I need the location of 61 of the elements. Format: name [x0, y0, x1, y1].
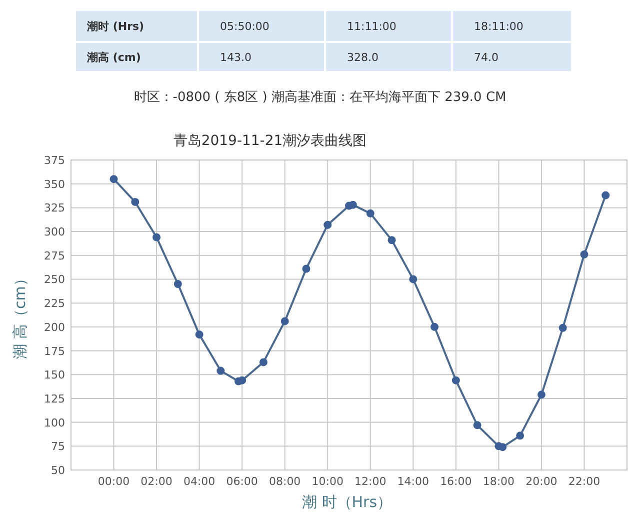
- point: [516, 432, 524, 440]
- y-tick-label: 125: [44, 392, 65, 406]
- point: [430, 322, 439, 331]
- point: [366, 209, 374, 218]
- x-tick-label: 14:00: [397, 475, 430, 488]
- x-tick-label: 10:00: [312, 475, 344, 488]
- point: [452, 376, 460, 384]
- point: [302, 264, 310, 273]
- point: [537, 390, 546, 399]
- text: 143.0: [220, 51, 252, 64]
- y-tick-label: 200: [44, 320, 65, 334]
- x-tick-label: 16:00: [440, 475, 472, 488]
- text: 18:11:00: [474, 20, 524, 33]
- point: [558, 324, 567, 332]
- x-tick-label: 20:00: [526, 475, 558, 488]
- point: [195, 330, 204, 339]
- y-tick-label: 175: [44, 344, 65, 358]
- x-tick-label: 06:00: [226, 475, 258, 488]
- text: 潮时 (Hrs): [86, 20, 144, 33]
- y-tick-label: 50: [51, 464, 65, 477]
- y-tick-label: 325: [44, 202, 65, 215]
- x-tick-label: 08:00: [268, 475, 301, 488]
- x-tick-label: 02:00: [140, 475, 172, 488]
- x-tick-label: 04:00: [183, 475, 216, 488]
- y-tick-label: 275: [44, 249, 65, 262]
- y-tick-label: 350: [44, 178, 65, 191]
- x-tick-label: 00:00: [98, 475, 130, 488]
- chart-title: 青岛2019-11-21潮汐表曲线图: [173, 133, 367, 149]
- text: 74.0: [474, 51, 498, 64]
- y-tick-label: 250: [44, 273, 65, 286]
- point: [280, 317, 289, 326]
- text: 11:11:00: [347, 20, 396, 33]
- y-tick-label: 150: [44, 368, 65, 382]
- text: 潮高 (cm): [86, 51, 141, 64]
- y-tick-label: 225: [44, 297, 65, 310]
- point: [580, 250, 588, 258]
- point: [498, 443, 507, 452]
- point: [152, 233, 161, 242]
- point: [259, 358, 268, 366]
- point: [110, 175, 118, 184]
- text: 328.0: [347, 51, 378, 64]
- point: [324, 220, 332, 229]
- point: [409, 275, 418, 284]
- x-axis-title: 潮 时（Hrs）: [302, 493, 392, 511]
- point: [216, 366, 225, 375]
- y-tick-label: 300: [44, 226, 65, 239]
- y-axis-title: 潮 高（cm）: [11, 271, 29, 359]
- chart-subtitle: 时区：-0800 ( 东8区 ) 潮高基准面：在平均海平面下 239.0 CM: [134, 89, 506, 105]
- point: [131, 198, 140, 206]
- point: [388, 236, 396, 244]
- x-tick-label: 22:00: [568, 475, 600, 488]
- x-tick-label: 12:00: [354, 475, 386, 488]
- point: [602, 191, 610, 200]
- y-tick-label: 375: [44, 154, 65, 167]
- point: [473, 421, 482, 430]
- point: [174, 280, 182, 288]
- y-tick-label: 100: [44, 416, 65, 430]
- y-tick-label: 75: [51, 440, 65, 454]
- text: 05:50:00: [220, 20, 270, 33]
- point: [238, 376, 246, 384]
- x-tick-label: 18:00: [482, 475, 515, 488]
